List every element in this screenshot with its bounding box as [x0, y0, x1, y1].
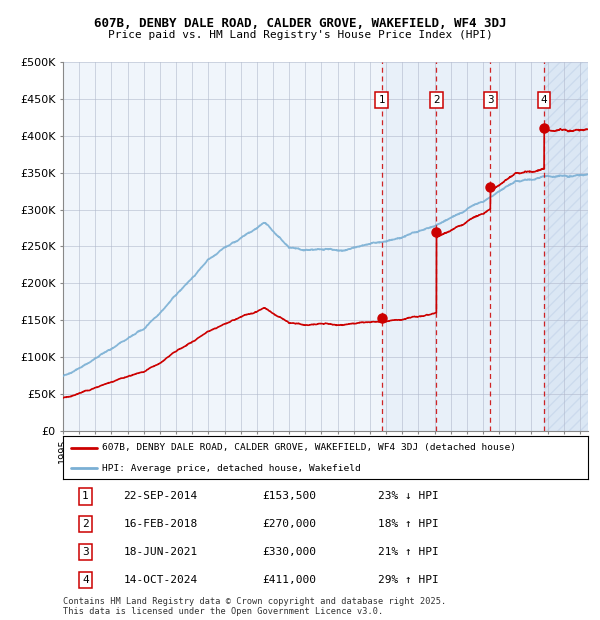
Text: 22-SEP-2014: 22-SEP-2014 — [124, 492, 197, 502]
Text: Contains HM Land Registry data © Crown copyright and database right 2025.
This d: Contains HM Land Registry data © Crown c… — [63, 597, 446, 616]
Text: 18% ↑ HPI: 18% ↑ HPI — [378, 519, 439, 529]
Text: 23% ↓ HPI: 23% ↓ HPI — [378, 492, 439, 502]
Text: 1: 1 — [82, 492, 89, 502]
Text: 2: 2 — [433, 95, 440, 105]
Text: 2: 2 — [82, 519, 89, 529]
Text: 4: 4 — [541, 95, 547, 105]
Text: HPI: Average price, detached house, Wakefield: HPI: Average price, detached house, Wake… — [103, 464, 361, 472]
Text: 3: 3 — [82, 547, 89, 557]
Text: 1: 1 — [379, 95, 385, 105]
Text: £411,000: £411,000 — [263, 575, 317, 585]
Bar — [544, 62, 588, 431]
Text: 607B, DENBY DALE ROAD, CALDER GROVE, WAKEFIELD, WF4 3DJ (detached house): 607B, DENBY DALE ROAD, CALDER GROVE, WAK… — [103, 443, 517, 453]
Text: 18-JUN-2021: 18-JUN-2021 — [124, 547, 197, 557]
Bar — [544, 62, 588, 431]
Text: 4: 4 — [82, 575, 89, 585]
Text: Price paid vs. HM Land Registry's House Price Index (HPI): Price paid vs. HM Land Registry's House … — [107, 30, 493, 40]
Bar — [382, 62, 588, 431]
Text: £270,000: £270,000 — [263, 519, 317, 529]
Text: £153,500: £153,500 — [263, 492, 317, 502]
Text: 21% ↑ HPI: 21% ↑ HPI — [378, 547, 439, 557]
Text: 607B, DENBY DALE ROAD, CALDER GROVE, WAKEFIELD, WF4 3DJ: 607B, DENBY DALE ROAD, CALDER GROVE, WAK… — [94, 17, 506, 30]
Text: 3: 3 — [487, 95, 494, 105]
Text: 14-OCT-2024: 14-OCT-2024 — [124, 575, 197, 585]
Text: 16-FEB-2018: 16-FEB-2018 — [124, 519, 197, 529]
Text: 29% ↑ HPI: 29% ↑ HPI — [378, 575, 439, 585]
Text: £330,000: £330,000 — [263, 547, 317, 557]
